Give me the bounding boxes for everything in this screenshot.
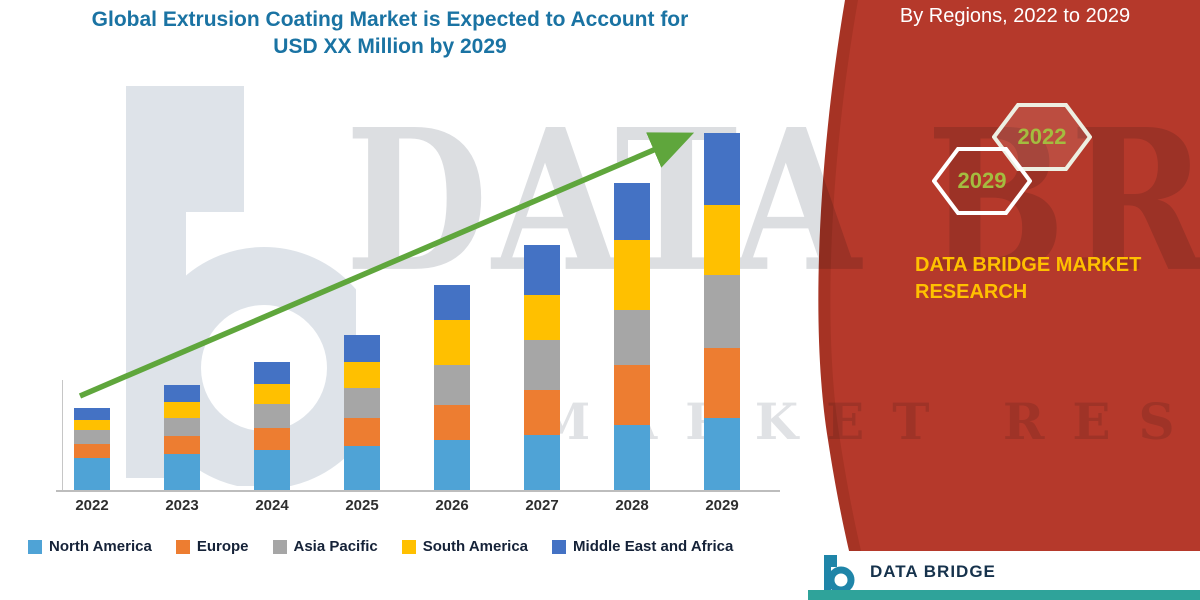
x-axis-label: 2025	[345, 497, 379, 514]
stacked-bar-2024	[254, 362, 290, 490]
bar-segment-north-america	[344, 446, 380, 490]
bar-segment-north-america	[704, 418, 740, 490]
stacked-bar-2027	[524, 245, 560, 490]
bar-segment-asia-pacific	[434, 365, 470, 405]
legend-label: Middle East and Africa	[573, 538, 734, 555]
bar-segment-north-america	[164, 454, 200, 490]
bar-segment-middle-east-and-africa	[164, 385, 200, 402]
legend-swatch	[401, 539, 416, 554]
legend-swatch	[552, 539, 567, 554]
y-axis-line	[62, 380, 63, 490]
legend: North America Europe Asia Pacific South Ame…	[28, 538, 733, 555]
hexagon-year-label: 2022	[1017, 124, 1067, 149]
x-axis-label: 2027	[525, 497, 559, 514]
legend-swatch	[28, 539, 42, 554]
bar-segment-middle-east-and-africa	[614, 183, 650, 240]
bar-segment-south-america	[524, 295, 560, 340]
bar-segment-south-america	[254, 384, 290, 404]
stacked-bar-2028	[614, 183, 650, 490]
legend-swatch	[175, 539, 190, 554]
bar-segment-asia-pacific	[614, 310, 650, 365]
stacked-bar-2026	[434, 285, 470, 490]
bar-segment-south-america	[74, 420, 110, 430]
brand-text: DATA BRIDGE MARKET RESEARCH	[915, 252, 1165, 306]
side-panel-heading: By Regions, 2022 to 2029	[899, 5, 1131, 27]
bar-segment-middle-east-and-africa	[254, 362, 290, 384]
legend-item: Europe	[175, 538, 249, 555]
brand-text-line1: DATA BRIDGE MARKET	[915, 254, 1142, 276]
bar-segment-south-america	[344, 362, 380, 388]
legend-item: Asia Pacific	[272, 538, 378, 555]
footer-brand-name: DATA BRIDGE	[870, 562, 996, 581]
brand-text-line2: RESEARCH	[915, 281, 1028, 303]
bar-segment-middle-east-and-africa	[524, 245, 560, 295]
bar-segment-asia-pacific	[74, 430, 110, 444]
legend-swatch	[272, 539, 287, 554]
hexagon-2029: 2029	[932, 147, 1032, 215]
bar-segment-middle-east-and-africa	[74, 408, 110, 420]
chart-title-line2: USD XX Million by 2029	[273, 35, 507, 59]
bar-segment-europe	[164, 436, 200, 454]
bar-segment-asia-pacific	[704, 275, 740, 348]
bar-segment-asia-pacific	[344, 388, 380, 418]
x-axis-line	[56, 490, 780, 492]
bar-segment-south-america	[614, 240, 650, 310]
legend-item: South America	[401, 538, 529, 555]
bar-segment-middle-east-and-africa	[344, 335, 380, 362]
bar-segment-south-america	[704, 205, 740, 275]
legend-label: Asia Pacific	[293, 538, 378, 555]
hexagon-outline-icon	[932, 147, 1032, 215]
legend-label: South America	[422, 538, 529, 555]
bar-segment-europe	[74, 444, 110, 458]
stacked-bar-2023	[164, 385, 200, 490]
stacked-bar-2022	[74, 408, 110, 490]
x-axis-label: 2029	[705, 497, 739, 514]
chart-title: Global Extrusion Coating Market is Expec…	[30, 6, 750, 61]
bar-segment-europe	[344, 418, 380, 446]
bar-segment-south-america	[434, 320, 470, 365]
bar-segment-europe	[614, 365, 650, 425]
hexagon-2022: 2022	[992, 103, 1092, 171]
bar-segment-middle-east-and-africa	[704, 133, 740, 205]
x-axis-label: 2023	[165, 497, 199, 514]
x-axis-label: 2026	[435, 497, 469, 514]
hexagon-year-label: 2029	[957, 168, 1007, 193]
bar-segment-asia-pacific	[254, 404, 290, 428]
x-axis-label: 2024	[255, 497, 289, 514]
bar-segment-north-america	[74, 458, 110, 490]
data-bridge-logo-icon	[824, 555, 855, 593]
bar-segment-north-america	[434, 440, 470, 490]
bar-segment-north-america	[614, 425, 650, 490]
bar-segment-south-america	[164, 402, 200, 418]
bar-segment-europe	[434, 405, 470, 440]
hexagon-outline-icon	[992, 103, 1092, 171]
bar-segment-europe	[524, 390, 560, 435]
legend-item: North America	[28, 538, 152, 555]
bar-segment-north-america	[524, 435, 560, 490]
footer-logo-area: DATA BRIDGE	[808, 551, 1200, 600]
x-axis-label: 2028	[615, 497, 649, 514]
bar-segment-europe	[704, 348, 740, 418]
x-axis-label: 2022	[75, 497, 109, 514]
bar-segment-asia-pacific	[524, 340, 560, 390]
bar-segment-asia-pacific	[164, 418, 200, 436]
chart-title-line1: Global Extrusion Coating Market is Expec…	[91, 8, 689, 31]
legend-item: Middle East and Africa	[552, 538, 733, 555]
legend-label: North America	[49, 538, 152, 555]
stacked-bar-2029	[704, 133, 740, 490]
footer-accent-bar	[808, 590, 1200, 600]
bar-segment-middle-east-and-africa	[434, 285, 470, 320]
bar-segment-north-america	[254, 450, 290, 490]
stacked-bar-2025	[344, 335, 380, 490]
bar-segment-europe	[254, 428, 290, 450]
legend-label: Europe	[196, 538, 249, 555]
